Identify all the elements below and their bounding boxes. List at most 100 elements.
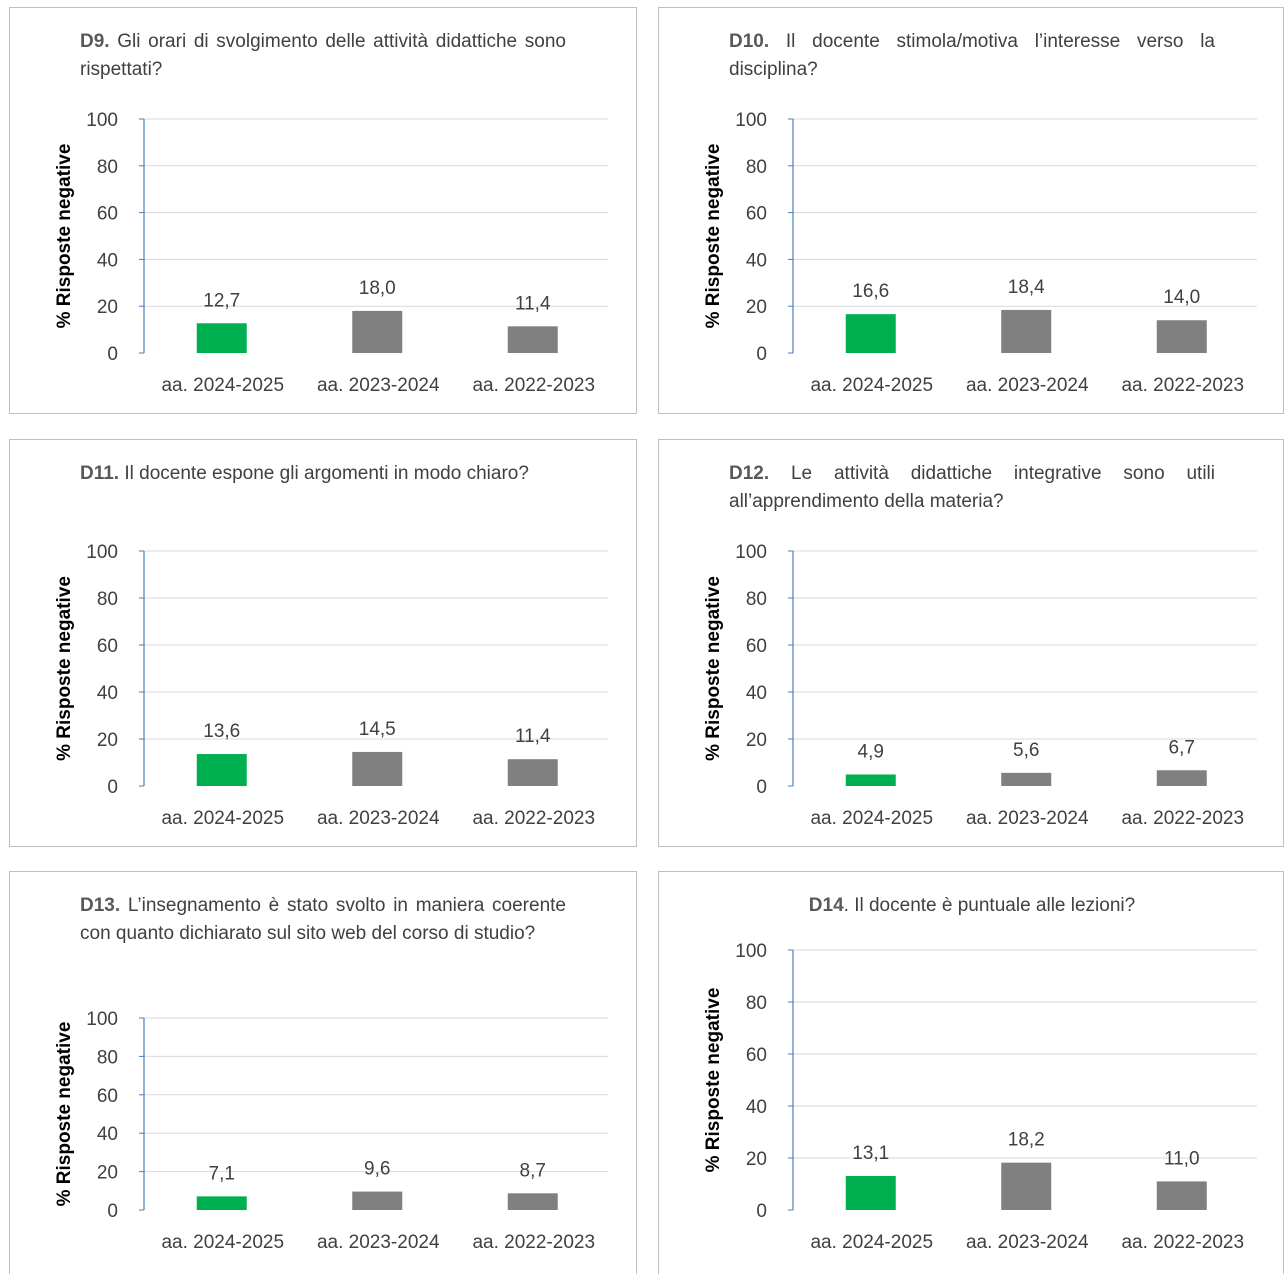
bar (196, 323, 247, 353)
data-label: 12,7 (203, 290, 240, 311)
y-tick-label: 100 (735, 941, 767, 962)
y-tick-label: 80 (97, 589, 118, 610)
question-code: D11. (80, 463, 120, 484)
y-tick-label: 0 (756, 344, 767, 365)
bar (352, 310, 403, 353)
bar (845, 1175, 896, 1210)
question-text: Le attività didattiche integrative sono … (729, 463, 1215, 512)
y-axis-label: % Risposte negative (703, 988, 724, 1173)
x-category-label: aa. 2024-2025 (161, 375, 284, 396)
data-label: 16,6 (852, 281, 889, 302)
x-category-label: aa. 2024-2025 (161, 808, 284, 829)
bar-chart-d13: 0 20 40 60 80 100 % Risposte negative 7,1 aa. 20… (54, 1009, 608, 1253)
x-category-label: aa. 2022-2023 (1121, 375, 1244, 396)
y-tick-label: 40 (97, 683, 118, 704)
question-text: Gli orari di svolgimento delle attività … (80, 31, 566, 80)
bar (1156, 770, 1207, 786)
y-tick-label: 40 (746, 250, 767, 271)
bar-chart-d9: 0 20 40 60 80 100 % Risposte negative 12,7 aa. 2… (54, 110, 608, 396)
bar (507, 759, 558, 786)
x-category-label: aa. 2022-2023 (472, 375, 595, 396)
y-tick-label: 20 (746, 730, 767, 751)
y-axis-label: % Risposte negative (703, 576, 724, 761)
data-label: 7,1 (209, 1163, 235, 1184)
x-category-label: aa. 2022-2023 (1121, 808, 1244, 829)
y-tick-label: 80 (97, 1047, 118, 1068)
y-axis-label: % Risposte negative (54, 144, 75, 329)
y-tick-label: 20 (746, 297, 767, 318)
question-code: D9. (80, 31, 110, 52)
chart-panel-d10: D10. Il docente stimola/motiva l’interes… (658, 7, 1284, 414)
x-category-label: aa. 2023-2024 (317, 1232, 440, 1253)
y-tick-label: 100 (735, 542, 767, 563)
y-tick-label: 60 (97, 1086, 118, 1107)
y-tick-label: 100 (86, 110, 118, 131)
y-axis-label: % Risposte negative (703, 144, 724, 329)
y-tick-label: 0 (107, 1201, 118, 1222)
y-axis-label: % Risposte negative (54, 576, 75, 761)
chart-panel-d9: D9. Gli orari di svolgimento delle attiv… (9, 7, 637, 414)
y-tick-label: 100 (735, 110, 767, 131)
bar (1156, 1181, 1207, 1210)
data-label: 14,5 (359, 719, 396, 740)
data-label: 11,4 (515, 293, 551, 314)
y-tick-label: 80 (746, 589, 767, 610)
data-label: 18,0 (359, 278, 396, 299)
chart-title: D12. Le attività didattiche integrative … (729, 460, 1215, 516)
bar (507, 1193, 558, 1210)
chart-panel-d13: D13. L’insegnamento è stato svolto in ma… (9, 871, 637, 1274)
x-category-label: aa. 2023-2024 (966, 375, 1089, 396)
chart-panel-d14: D14. Il docente è puntuale alle lezioni?… (658, 871, 1284, 1274)
x-category-label: aa. 2024-2025 (810, 375, 933, 396)
chart-panel-d12: D12. Le attività didattiche integrative … (658, 439, 1284, 847)
x-category-label: aa. 2023-2024 (966, 808, 1089, 829)
y-tick-label: 60 (746, 636, 767, 657)
x-category-label: aa. 2023-2024 (317, 808, 440, 829)
y-tick-label: 20 (746, 1149, 767, 1170)
question-code: D10. (729, 31, 770, 52)
bar (1001, 1162, 1052, 1210)
x-category-label: aa. 2022-2023 (472, 808, 595, 829)
question-text: Il docente stimola/motiva l’interesse ve… (729, 31, 1215, 80)
y-tick-label: 40 (746, 683, 767, 704)
chart-title: D14. Il docente è puntuale alle lezioni? (729, 892, 1215, 920)
x-category-label: aa. 2024-2025 (810, 808, 933, 829)
chart-title: D11. Il docente espone gli argomenti in … (80, 460, 566, 488)
y-tick-label: 100 (86, 542, 118, 563)
y-tick-label: 0 (756, 777, 767, 798)
bar-chart-d14: 0 20 40 60 80 100 % Risposte negative 13,1 aa. 2… (703, 941, 1257, 1253)
bar (1156, 320, 1207, 353)
question-text: Il docente espone gli argomenti in modo … (119, 463, 529, 484)
y-tick-label: 60 (746, 204, 767, 225)
x-category-label: aa. 2024-2025 (810, 1232, 933, 1253)
chart-panel-d11: D11. Il docente espone gli argomenti in … (9, 439, 637, 847)
x-category-label: aa. 2022-2023 (472, 1232, 595, 1253)
question-code: D14 (808, 895, 844, 916)
data-label: 14,0 (1163, 287, 1200, 308)
y-tick-label: 0 (756, 1201, 767, 1222)
y-tick-label: 60 (97, 636, 118, 657)
bar (352, 1191, 403, 1210)
bar (1001, 772, 1052, 786)
chart-title: D10. Il docente stimola/motiva l’interes… (729, 28, 1215, 84)
y-tick-label: 0 (107, 344, 118, 365)
bar (845, 774, 896, 786)
x-category-label: aa. 2024-2025 (161, 1232, 284, 1253)
data-label: 11,0 (1164, 1148, 1200, 1169)
question-text: . Il docente è puntuale alle lezioni? (843, 895, 1136, 916)
data-label: 11,4 (515, 726, 551, 747)
y-tick-label: 40 (97, 1124, 118, 1145)
x-category-label: aa. 2023-2024 (966, 1232, 1089, 1253)
y-tick-label: 80 (97, 157, 118, 178)
y-tick-label: 60 (97, 204, 118, 225)
data-label: 8,7 (520, 1160, 546, 1181)
y-tick-label: 20 (97, 297, 118, 318)
question-code: D12. (729, 463, 770, 484)
bar-chart-d12: 0 20 40 60 80 100 % Risposte negative 4,9 aa. 20… (703, 542, 1257, 829)
data-label: 18,2 (1008, 1130, 1045, 1151)
x-category-label: aa. 2022-2023 (1121, 1232, 1244, 1253)
y-tick-label: 20 (97, 1163, 118, 1184)
y-tick-label: 80 (746, 993, 767, 1014)
bar (845, 314, 896, 353)
question-code: D13. (80, 895, 121, 916)
